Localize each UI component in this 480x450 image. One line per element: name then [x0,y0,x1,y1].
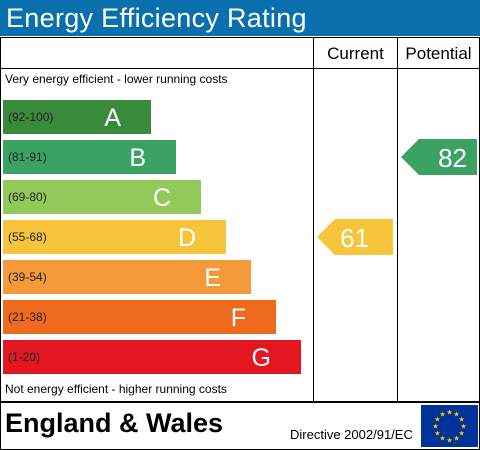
current-rating-arrow: 61 [317,219,393,255]
header-divider [1,68,479,69]
potential-column-header: Potential [405,44,472,63]
band-letter: A [104,104,121,132]
band-letter: G [251,344,271,372]
column-divider-potential [397,38,398,401]
current-arrow-shape [317,219,393,255]
title-bar: Energy Efficiency Rating [0,0,480,37]
footer: England & Wales Directive 2002/91/EC ★ ★ ★… [0,402,480,450]
flag-star-icon: ★ [439,410,445,418]
region-label: England & Wales [5,408,224,438]
band-letter: F [230,304,246,332]
band-b: (81-91) B [3,140,176,174]
flag-star-icon: ★ [458,430,464,438]
top-note: Very energy efficient - lower running co… [5,72,228,86]
bottom-note: Not energy efficient - higher running co… [5,382,227,396]
directive-label: Directive 2002/91/EC [290,427,413,442]
flag-star-icon: ★ [453,435,459,443]
flag-star-icon: ★ [434,416,440,424]
band-f: (21-38) F [3,300,276,334]
potential-rating-arrow: 82 [401,139,477,175]
flag-star-icon: ★ [446,409,452,417]
current-rating-value: 61 [340,223,369,253]
band-range-label: (39-54) [8,270,47,284]
flag-star-icon: ★ [446,437,452,445]
band-c: (69-80) C [3,180,201,214]
band-letter: B [129,144,146,172]
band-range-label: (21-38) [8,310,47,324]
band-a: (92-100) A [3,100,151,134]
band-letter: E [204,264,221,292]
potential-arrow-shape [401,139,477,175]
band-g: (1-20) G [3,340,301,374]
band-letter: C [152,184,171,212]
page-title: Energy Efficiency Rating [6,3,307,33]
eu-flag-icon: ★ ★★★★★★★★★★★ [421,405,478,447]
band-range-label: (1-20) [8,350,41,364]
flag-star-icon: ★ [460,423,466,431]
band-e: (39-54) E [3,260,251,294]
flag-star-icon: ★ [434,430,440,438]
band-range-label: (55-68) [8,230,47,244]
rating-table: Current Potential Very energy efficient … [0,37,480,402]
band-range-label: (81-91) [8,150,47,164]
band-range-label: (69-80) [8,190,47,204]
flag-star-icon: ★ [439,435,445,443]
flag-star-icon: ★ [458,416,464,424]
current-column-header: Current [327,44,384,63]
column-divider-current [313,38,314,401]
flag-star-icon: ★ [453,410,459,418]
band-range-label: (92-100) [8,110,54,124]
band-letter: D [177,224,196,252]
potential-rating-value: 82 [438,143,467,173]
flag-star-icon: ★ [432,423,438,431]
band-d: (55-68) D [3,220,226,254]
title-background [0,0,480,36]
